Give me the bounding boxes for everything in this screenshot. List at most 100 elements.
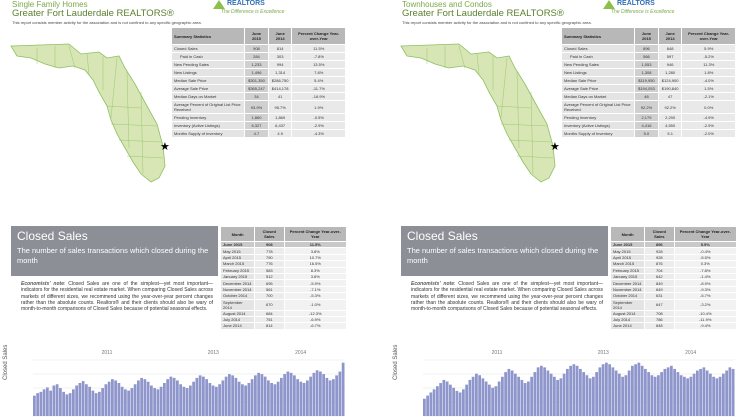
stats-metric-value: 6,437 xyxy=(267,121,293,130)
stats-metric-value: -5.2% xyxy=(681,52,736,61)
stats-metric-value: 1,280 xyxy=(657,68,683,77)
chart-bar xyxy=(631,365,634,416)
stats-metric-value: 47 xyxy=(657,92,683,101)
chart-bar xyxy=(491,387,495,416)
stats-row: Average Sale Price $194,053 $190,840 1.5% xyxy=(560,84,736,93)
logo-word: REALTORS xyxy=(227,0,265,7)
month-closed-sales: 684 xyxy=(254,309,285,317)
month-closed-sales: 849 xyxy=(644,279,675,287)
month-percent-change: -1.4% xyxy=(673,272,737,281)
section-title: Closed Sales xyxy=(407,229,478,243)
logo-house-icon xyxy=(213,0,225,9)
chart-bar xyxy=(156,389,160,416)
chart-bar xyxy=(234,377,238,416)
chart-bar xyxy=(702,367,706,416)
chart-bar xyxy=(426,395,430,416)
chart-bar xyxy=(478,375,482,416)
chart-bar xyxy=(452,387,456,416)
chart-bar xyxy=(644,368,647,416)
month-closed-sales: 786 xyxy=(644,315,675,324)
stats-metric-value: 597 xyxy=(657,52,683,61)
chart-bar xyxy=(280,377,283,416)
stats-metric-label: Average Percent of Original List Price R… xyxy=(560,100,636,114)
chart-bar xyxy=(579,368,582,416)
stats-metric-value: 11.5% xyxy=(291,44,346,53)
chart-bar xyxy=(117,382,121,416)
stats-metric-value: -2.9% xyxy=(291,121,346,130)
month-closed-sales: 790 xyxy=(254,253,285,262)
stats-header-change: Percent Change Year-over-Year xyxy=(291,27,346,45)
month-closed-sales: 814 xyxy=(254,322,285,330)
chart-bar xyxy=(683,376,686,416)
stats-metric-value: 1.8% xyxy=(681,68,736,77)
chart-bar xyxy=(507,368,511,416)
chart-year-label: 2014 xyxy=(295,350,306,356)
chart-bar xyxy=(718,376,722,416)
month-closed-sales: 642 xyxy=(644,272,675,281)
chart-bar xyxy=(510,370,514,416)
chart-bar xyxy=(598,367,602,416)
economists-note-text: : Closed Sales are one of the simplest—y… xyxy=(21,281,213,313)
month-percent-change: -8.9% xyxy=(673,279,737,287)
stats-row: Paid in Cash 284 303 -7.8% xyxy=(170,52,346,61)
stats-metric-value: $190,840 xyxy=(657,84,683,93)
month-row: August 2014 708 -10.4% xyxy=(609,309,737,317)
stats-metric-value: 4.9 xyxy=(267,129,293,138)
chart-bar xyxy=(319,371,322,416)
chart-bar xyxy=(228,374,231,416)
chart-bar xyxy=(59,388,62,416)
chart-bar xyxy=(146,381,150,416)
chart-bar xyxy=(72,389,75,416)
month-row: September 2014 647 -3.2% xyxy=(609,298,737,311)
chart-bar xyxy=(309,376,313,416)
fort-lauderdale-star-icon: ★ xyxy=(550,141,560,153)
section-title: Closed Sales xyxy=(17,229,88,243)
chart-bar xyxy=(36,393,40,416)
chart-bar xyxy=(127,390,131,416)
chart-bar xyxy=(520,379,524,416)
chart-bar xyxy=(107,381,111,416)
chart-bar xyxy=(546,370,550,416)
chart-bar xyxy=(449,384,452,416)
chart-bar xyxy=(150,385,153,416)
month-closed-sales: 848 xyxy=(644,322,675,330)
chart-bar xyxy=(458,392,462,416)
chart-bar xyxy=(728,367,732,416)
chart-bar xyxy=(195,377,199,416)
summary-statistics-table: Summary Statistics June 2015 June 2014 P… xyxy=(560,27,736,138)
stats-metric-value: 5.0 xyxy=(634,129,659,138)
stats-metric-value: $194,053 xyxy=(634,84,659,93)
stats-row: Average Sale Price $365,247 $414,178 -11.7% xyxy=(170,84,346,93)
month-closed-sales: 583 xyxy=(254,266,285,274)
chart-bar xyxy=(276,381,280,416)
months-header-month: Month xyxy=(219,226,256,242)
chart-bar xyxy=(731,368,735,416)
chart-bar xyxy=(634,364,638,416)
chart-bar xyxy=(673,368,677,416)
logo-tagline: The Difference is Excellence xyxy=(611,9,675,15)
chart-bar xyxy=(163,382,166,416)
chart-bar xyxy=(286,371,290,416)
chart-bar xyxy=(621,376,625,416)
stats-metric-value: 848 xyxy=(657,44,683,53)
chart-bar xyxy=(182,386,186,416)
month-row: September 2014 670 -1.0% xyxy=(219,298,347,311)
stats-metric-value: 4,416 xyxy=(634,121,659,130)
chart-bar xyxy=(46,387,49,416)
chart-bar xyxy=(504,372,508,416)
chart-bar xyxy=(595,372,599,416)
stats-header-current: June 2015 xyxy=(244,27,269,45)
chart-bar xyxy=(601,364,605,416)
chart-bar xyxy=(439,383,443,416)
logo-house-icon xyxy=(603,0,615,9)
stats-metric-value: 46 xyxy=(634,92,659,101)
chart-bar xyxy=(241,384,244,416)
stats-row: Months Supply of Inventory 4.7 4.9 -4.3% xyxy=(170,129,346,138)
chart-bar xyxy=(237,381,241,416)
chart-bar xyxy=(85,384,88,416)
chart-bar xyxy=(676,372,680,416)
month-row: January 2015 512 3.8% xyxy=(219,272,347,281)
chart-bar xyxy=(605,362,608,416)
stats-metric-value: 1,053 xyxy=(634,60,659,69)
months-header-sales: Closed Sales xyxy=(644,226,675,242)
